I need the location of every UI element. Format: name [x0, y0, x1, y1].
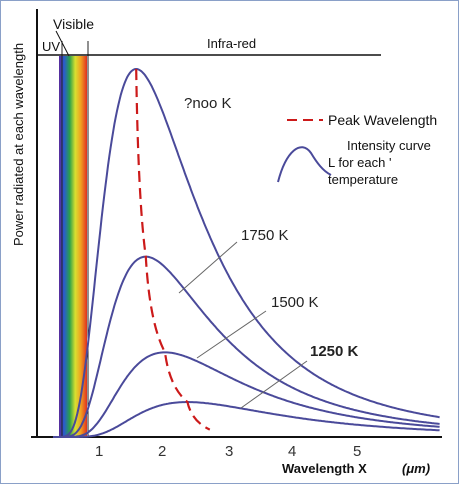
visible-pointer: [55, 30, 70, 57]
x-tick-label-4: 4: [288, 443, 296, 460]
uv-label: UV: [42, 39, 60, 54]
x-tick-label-3: 3: [225, 443, 233, 460]
legend-peak-label: Peak Wavelength: [328, 112, 437, 128]
x-tick-label-1: 1: [95, 443, 103, 460]
intensity-curve-3: [53, 351, 440, 438]
intensity-curve-2: [53, 255, 440, 438]
x-axis-unit: (μm): [402, 461, 430, 476]
curve-label-1250: 1250 K: [310, 343, 359, 360]
legend-intensity-line1: Intensity curve: [347, 138, 431, 153]
infrared-label: Infra-red: [207, 36, 256, 51]
x-tick-label-5: 5: [353, 443, 361, 460]
y-axis-label: Power radiated at each wavelength: [11, 43, 26, 246]
leader-line-1250: [240, 360, 308, 409]
intensity-curve-4: [53, 401, 440, 438]
visible-spectrum-band: [59, 56, 87, 436]
visible-label: Visible: [53, 16, 94, 32]
leader-line-1750: [178, 241, 238, 294]
curve-label-1750: 1750 K: [241, 227, 289, 244]
legend-intensity-line3: temperature: [328, 172, 398, 187]
intensity-curves: [53, 67, 440, 438]
peak-wavelength-series: [135, 68, 211, 431]
legend: Peak Wavelength Intensity curve L for ea…: [277, 112, 437, 187]
leader-line-1500: [196, 310, 267, 359]
curve-label-1500: 1500 K: [271, 294, 319, 311]
intensity-curve-1: [53, 67, 440, 438]
x-axis-label: Wavelength X: [282, 461, 367, 476]
legend-intensity-line2: L for each ': [328, 155, 391, 170]
x-tick-label-2: 2: [158, 443, 166, 460]
legend-curve-swatch: [277, 146, 332, 183]
peak-wavelength-line: [135, 68, 211, 431]
curve-label-top: ?noo K: [184, 95, 232, 112]
